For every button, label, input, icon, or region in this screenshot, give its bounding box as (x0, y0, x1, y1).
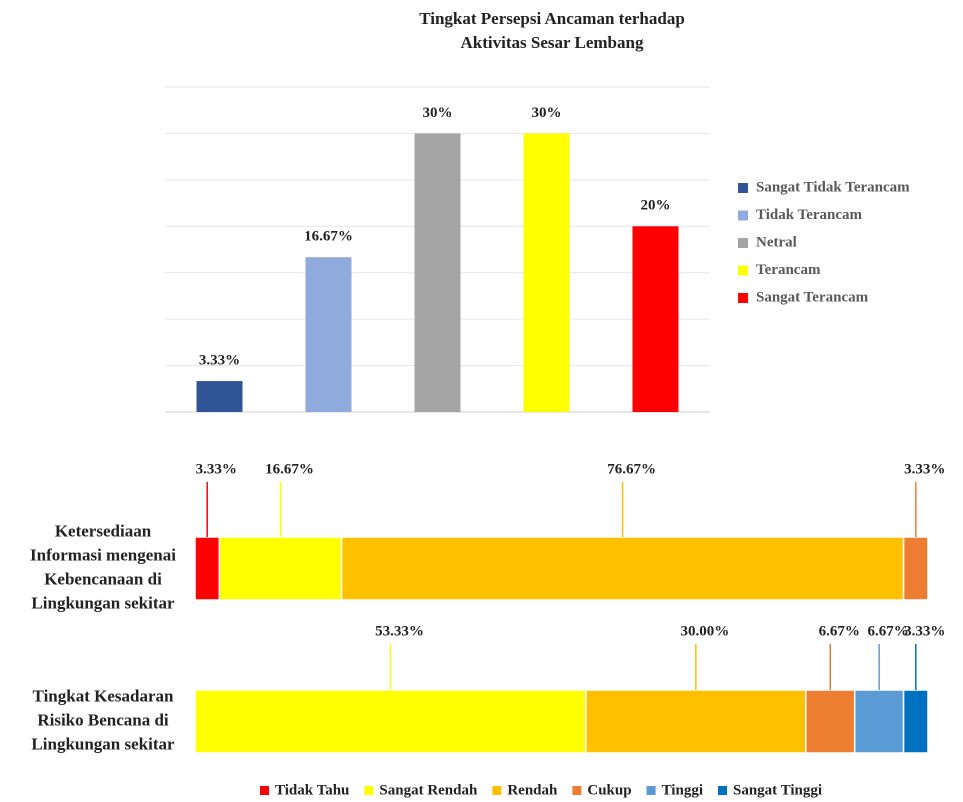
data-label: 20% (641, 198, 671, 214)
bar (305, 257, 352, 412)
category-label: Lingkungan sekitar (31, 593, 175, 612)
category-label: Ketersediaan (55, 521, 152, 540)
category-label: Risiko Bencana di (37, 710, 169, 729)
bar-segment (853, 689, 905, 754)
legend-swatch (738, 238, 748, 248)
legend-swatch (738, 183, 748, 193)
category-label: Kebencanaan di (44, 569, 162, 588)
data-label: 3.33% (904, 461, 945, 477)
data-label: 6.67% (819, 623, 860, 639)
category-label: Informasi mengenai (30, 545, 176, 564)
data-label: 16.67% (304, 229, 353, 245)
bar-segment (194, 536, 221, 601)
data-label: 53.33% (375, 623, 424, 639)
data-label: 30% (532, 105, 562, 121)
bar-segment (585, 689, 807, 754)
bar-segment (340, 536, 905, 601)
bar-segment (902, 689, 929, 754)
data-label: 3.33% (199, 353, 240, 369)
data-label: 30% (423, 105, 453, 121)
legend-label: Tidak Tahu (275, 782, 349, 798)
bar-segment (194, 689, 587, 754)
data-label: 3.33% (904, 623, 945, 639)
legend-swatch (572, 786, 582, 795)
legend-label: Tidak Terancam (756, 207, 863, 223)
legend-swatch (364, 786, 374, 795)
category-label: Tingkat Kesadaran (33, 686, 174, 705)
data-label: 30.00% (680, 623, 729, 639)
legend-swatch (718, 786, 727, 795)
bar-segment (218, 536, 343, 601)
bar (523, 133, 570, 412)
legend-label: Cukup (587, 782, 631, 798)
data-label: 16.67% (265, 461, 314, 477)
legend-label: Terancam (756, 262, 821, 278)
data-label: 6.67% (868, 623, 909, 639)
chart-title: Aktivitas Sesar Lembang (461, 33, 644, 52)
legend-swatch (646, 786, 656, 795)
legend-swatch (492, 786, 502, 795)
data-label: 3.33% (196, 461, 237, 477)
bar (196, 381, 243, 412)
data-label: 76.67% (607, 461, 656, 477)
bar (632, 226, 679, 412)
legend-label: Sangat Terancam (756, 289, 869, 305)
legend-swatch (738, 210, 748, 221)
legend-swatch (260, 786, 269, 795)
legend-label: Netral (756, 234, 797, 250)
bar (414, 133, 461, 412)
category-label: Lingkungan sekitar (31, 734, 175, 753)
bar-segment (902, 536, 929, 601)
bar-segment (805, 689, 856, 754)
legend-swatch (738, 265, 748, 276)
chart-title: Tingkat Persepsi Ancaman terhadap (419, 9, 685, 28)
legend-label: Tinggi (662, 782, 703, 798)
legend-label: Sangat Rendah (379, 782, 478, 798)
legend-label: Rendah (507, 782, 558, 798)
legend-label: Sangat Tidak Terancam (756, 179, 910, 195)
legend-label: Sangat Tinggi (733, 782, 822, 798)
legend-swatch (738, 293, 748, 303)
